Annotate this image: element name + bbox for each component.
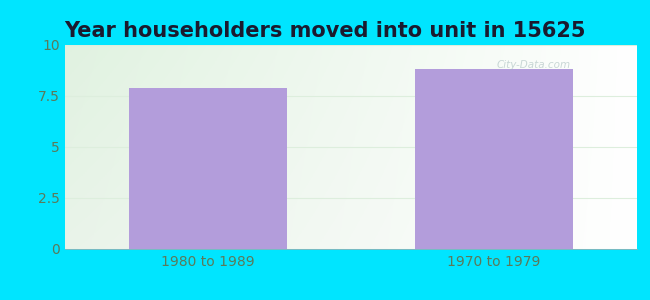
Bar [415,70,573,249]
Text: Year householders moved into unit in 15625: Year householders moved into unit in 156… [64,21,586,41]
Text: City-Data.com: City-Data.com [497,60,571,70]
Bar [129,88,287,249]
